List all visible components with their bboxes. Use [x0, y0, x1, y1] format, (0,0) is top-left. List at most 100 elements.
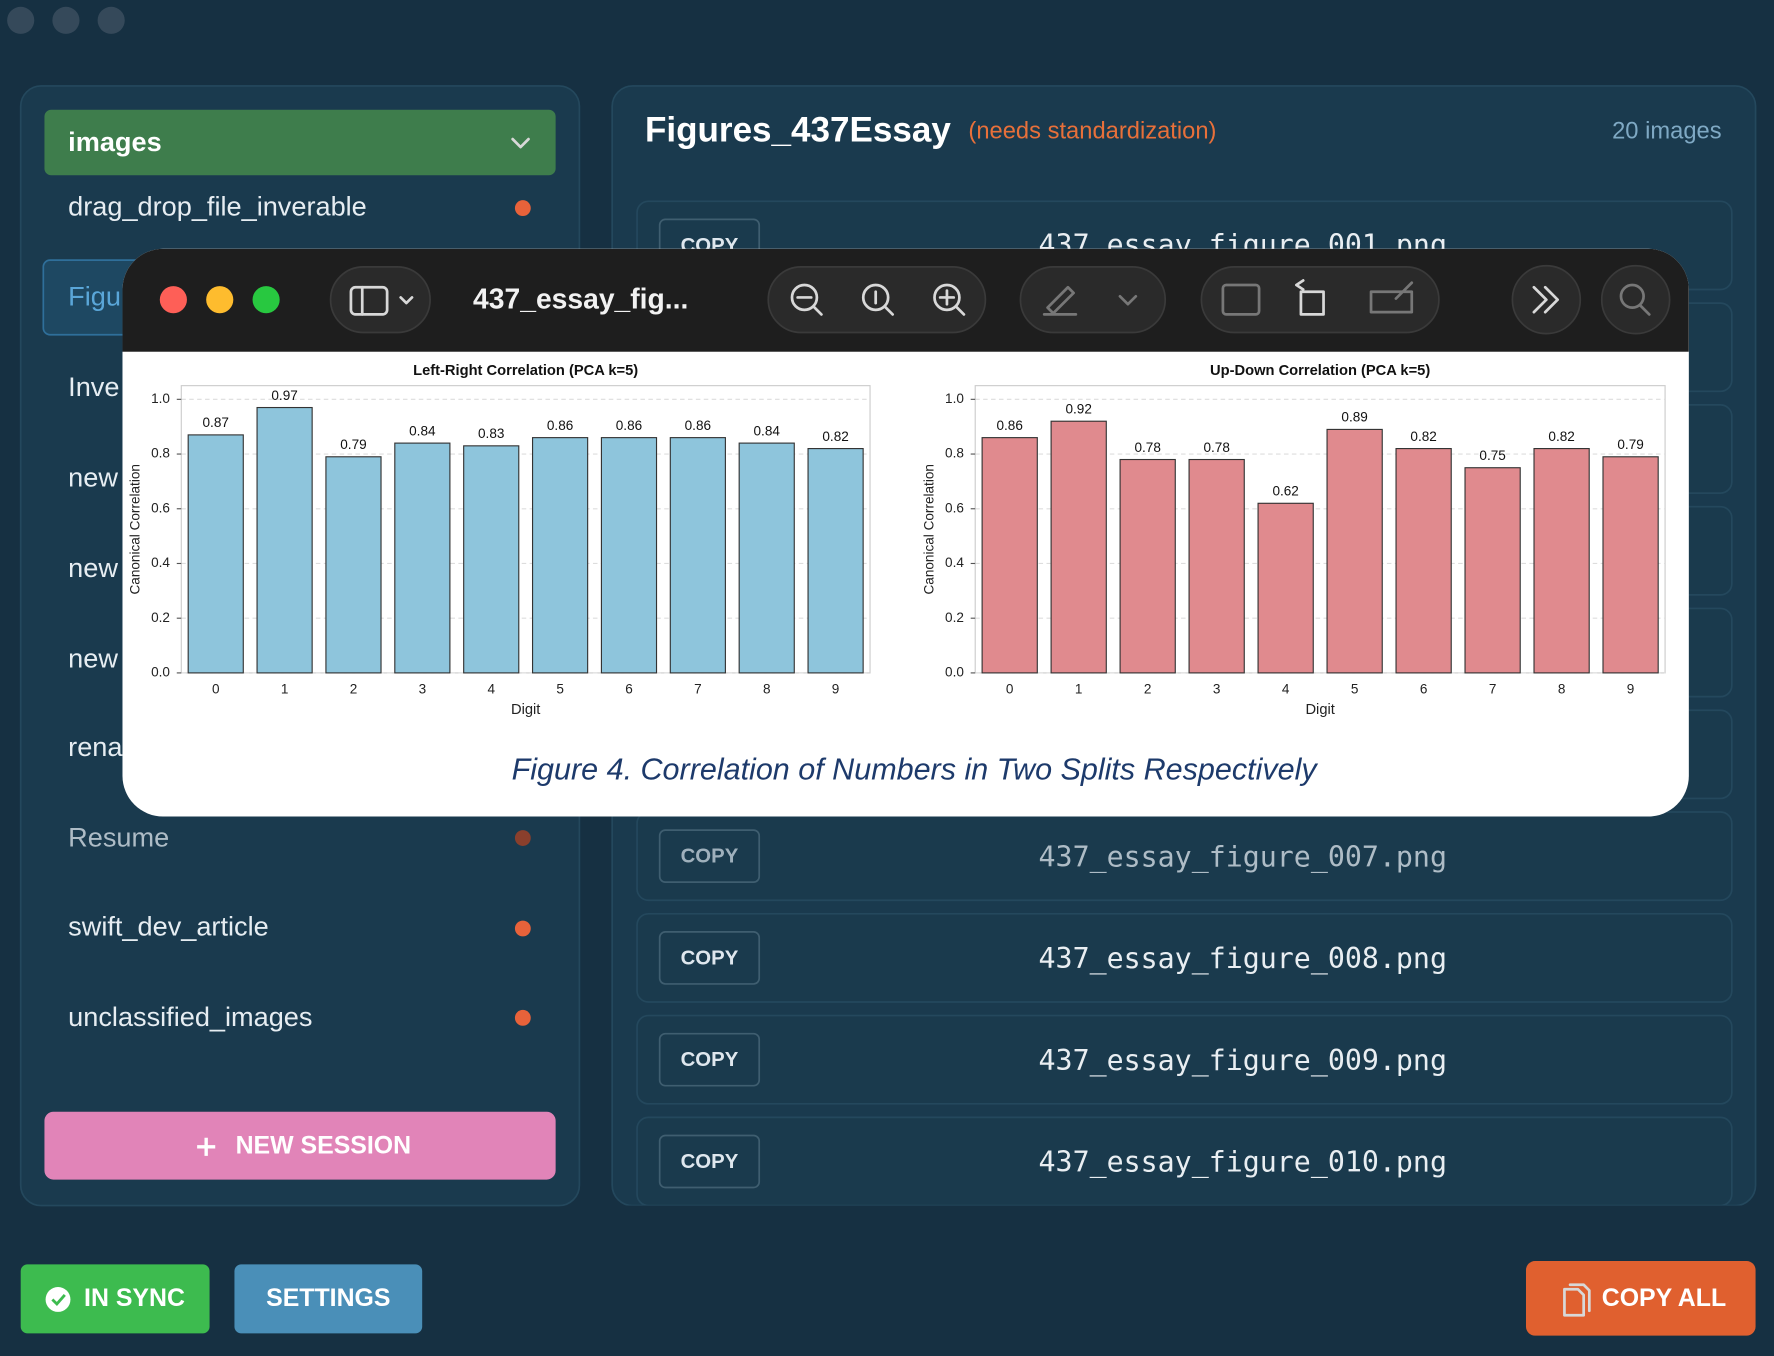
bar [533, 438, 588, 673]
figure-caption: Figure 4. Correlation of Numbers in Two … [512, 752, 1319, 786]
file-name: 437_essay_figure_009.png [1039, 1044, 1447, 1078]
chart: 0.00.20.40.60.81.00.8700.9710.7920.8430.… [128, 363, 870, 718]
value-label: 0.84 [754, 423, 781, 438]
status-dot [515, 830, 531, 846]
x-tick-label: 5 [1351, 681, 1359, 696]
y-tick-label: 0.8 [945, 446, 964, 461]
y-axis-label: Canonical Correlation [128, 464, 143, 594]
status-dot [515, 200, 531, 216]
x-tick-label: 9 [1627, 681, 1635, 696]
preview-window: 437_essay_fig... 0.00.20.40.60.81.00.870… [122, 249, 1688, 817]
folder-note: (needs standardization) [968, 119, 1216, 145]
session[interactable]: new [68, 462, 118, 493]
check-icon [46, 1287, 71, 1312]
bar [464, 446, 519, 673]
value-label: 0.83 [478, 426, 504, 441]
session[interactable]: new [68, 643, 118, 674]
value-label: 0.89 [1341, 410, 1367, 425]
new-session-label: NEW SESSION [236, 1131, 412, 1159]
x-tick-label: 7 [1489, 681, 1497, 696]
value-label: 0.97 [271, 388, 297, 403]
value-label: 0.79 [340, 437, 366, 452]
y-axis-label: Canonical Correlation [922, 464, 937, 594]
bar [1258, 503, 1313, 673]
panel-clip [612, 1206, 1755, 1229]
x-tick-label: 5 [556, 681, 564, 696]
copy-label: COPY [681, 947, 739, 969]
file-name: 437_essay_figure_010.png [1039, 1146, 1447, 1180]
image-count: 20 images [1612, 119, 1722, 145]
minimize-button[interactable] [206, 286, 233, 313]
session[interactable]: rena [68, 731, 123, 762]
bar [1396, 449, 1451, 673]
status-dot [515, 921, 531, 937]
value-label: 0.82 [822, 429, 848, 444]
session[interactable]: new [68, 552, 118, 583]
zoom-dot[interactable] [98, 7, 125, 34]
x-axis-label: Digit [1305, 702, 1334, 718]
value-label: 0.79 [1617, 437, 1643, 452]
markup-controls [1020, 267, 1165, 333]
bar [982, 438, 1037, 673]
preview-title: 437_essay_fig... [473, 282, 688, 314]
value-label: 0.62 [1272, 484, 1298, 499]
minimize-dot[interactable] [52, 7, 79, 34]
x-tick-label: 4 [487, 681, 495, 696]
value-label: 0.86 [547, 418, 573, 433]
x-tick-label: 9 [832, 681, 840, 696]
value-label: 0.92 [1065, 401, 1091, 416]
chart: 0.00.20.40.60.81.00.8600.9210.7820.7830.… [922, 363, 1666, 718]
value-label: 0.86 [997, 418, 1023, 433]
sync-label: IN SYNC [84, 1284, 185, 1312]
y-tick-label: 0.2 [945, 610, 964, 625]
bar [1465, 468, 1520, 673]
y-tick-label: 0.0 [945, 664, 964, 679]
chart-title: Left-Right Correlation (PCA k=5) [413, 363, 638, 379]
bar [1120, 460, 1175, 673]
value-label: 0.82 [1548, 429, 1574, 444]
session[interactable]: Resume [68, 821, 169, 852]
y-tick-label: 0.6 [945, 500, 964, 515]
value-label: 0.82 [1410, 429, 1436, 444]
close-button[interactable] [160, 286, 187, 313]
x-tick-label: 8 [1558, 681, 1566, 696]
bar [1051, 421, 1106, 673]
bar [739, 443, 794, 673]
session[interactable]: unclassified_images [68, 1001, 312, 1032]
dropdown-label: images [68, 126, 161, 157]
x-tick-label: 6 [625, 681, 633, 696]
search-button[interactable] [1602, 266, 1670, 334]
bar [326, 457, 381, 673]
bar [670, 438, 725, 673]
value-label: 0.78 [1134, 440, 1160, 455]
close-dot[interactable] [7, 7, 34, 34]
session[interactable]: Inve [68, 371, 119, 402]
settings-label: SETTINGS [266, 1284, 390, 1312]
x-tick-label: 7 [694, 681, 702, 696]
session[interactable]: Figu [68, 281, 121, 312]
bar [1189, 460, 1244, 673]
session[interactable]: swift_dev_article [68, 911, 269, 942]
file-name: 437_essay_figure_007.png [1039, 840, 1447, 874]
folder-title: Figures_437Essay [645, 111, 951, 150]
sidebar-toggle[interactable] [331, 267, 431, 333]
y-tick-label: 0.4 [151, 555, 170, 570]
value-label: 0.84 [409, 423, 436, 438]
status-dot [515, 1010, 531, 1026]
bar [1534, 449, 1589, 673]
chart-title: Up-Down Correlation (PCA k=5) [1210, 363, 1430, 379]
copy-label: COPY [681, 846, 739, 868]
value-label: 0.78 [1203, 440, 1229, 455]
y-tick-label: 0.8 [151, 446, 170, 461]
bar [808, 449, 863, 673]
copy-label: COPY [681, 1049, 739, 1071]
x-tick-label: 2 [1144, 681, 1152, 696]
bar [1603, 457, 1658, 673]
zoom-button[interactable] [253, 286, 280, 313]
y-tick-label: 0.2 [151, 610, 170, 625]
y-tick-label: 0.4 [945, 555, 964, 570]
session[interactable]: drag_drop_file_inverable [68, 190, 367, 221]
x-tick-label: 1 [1075, 681, 1083, 696]
x-tick-label: 8 [763, 681, 771, 696]
